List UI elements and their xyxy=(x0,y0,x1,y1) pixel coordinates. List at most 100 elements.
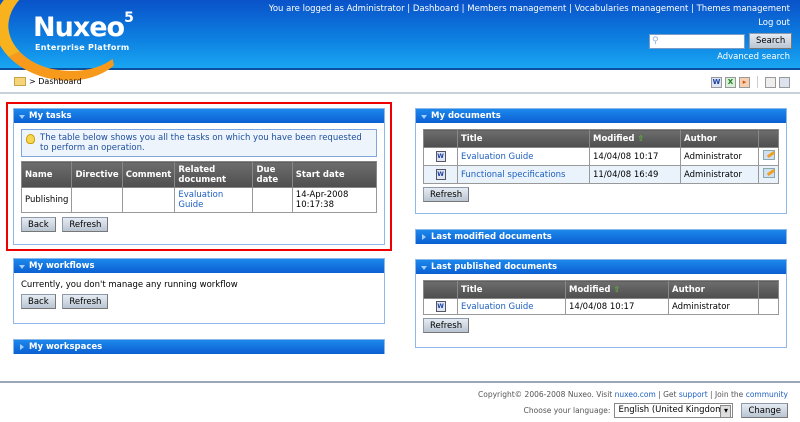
task-directive xyxy=(71,187,123,213)
table-row: W Evaluation Guide 14/04/08 10:17 Admini… xyxy=(423,147,779,166)
task-document-link[interactable]: Evaluation Guide xyxy=(178,190,224,210)
breadcrumb-separator: > xyxy=(29,77,36,86)
my-documents-table: Title Modified ⇧ Author W Evaluation Gui… xyxy=(423,129,779,184)
toolbar-divider xyxy=(757,76,758,88)
toolbar: W X ▸ xyxy=(711,76,790,88)
table-row: Publishing Evaluation Guide 14-Apr-2008 … xyxy=(20,187,378,213)
col-actions xyxy=(758,129,779,148)
nav-dashboard[interactable]: Dashboard xyxy=(412,4,459,14)
logged-as-text: You are logged as Administrator xyxy=(268,4,405,14)
col-comment[interactable]: Comment xyxy=(121,161,176,188)
col-related-document[interactable]: Related document xyxy=(174,161,254,188)
breadcrumb-bar: > Dashboard W X ▸ xyxy=(0,70,800,94)
col-start-date[interactable]: Start date xyxy=(291,161,378,188)
word-document-icon: W xyxy=(435,301,446,312)
document-modified: 11/04/08 16:49 xyxy=(589,165,681,184)
col-modified[interactable]: Modified ⇧ xyxy=(565,280,669,299)
col-title[interactable]: Title xyxy=(457,280,566,299)
info-message: The table below shows you all the tasks … xyxy=(21,129,377,157)
my-workspaces-header[interactable]: My workspaces xyxy=(14,340,384,354)
support-link[interactable]: support xyxy=(678,390,708,399)
col-modified-label: Modified xyxy=(593,133,635,144)
edit-icon[interactable] xyxy=(762,150,775,160)
sort-up-icon[interactable]: ⇧ xyxy=(613,284,621,294)
refresh-button[interactable]: Refresh xyxy=(423,187,470,202)
my-workflows-header[interactable]: My workflows xyxy=(14,259,384,273)
task-comment xyxy=(121,187,176,213)
nuxeo-logo[interactable]: Nuxeo5 Enterprise Platform xyxy=(0,0,150,91)
refresh-button[interactable]: Refresh xyxy=(423,318,470,333)
back-button[interactable]: Back xyxy=(21,217,56,232)
nav-themes-management[interactable]: Themes management xyxy=(696,4,790,14)
my-documents-header[interactable]: My documents xyxy=(416,109,786,123)
join-text: Join the xyxy=(714,390,744,399)
sort-up-icon[interactable]: ⇧ xyxy=(637,133,645,143)
document-link[interactable]: Evaluation Guide xyxy=(461,301,534,312)
word-document-icon: W xyxy=(435,151,446,162)
nuxeo-link[interactable]: nuxeo.com xyxy=(614,390,656,399)
folder-icon[interactable] xyxy=(14,77,26,86)
language-chooser: Choose your language: English (United Ki… xyxy=(524,403,788,418)
advanced-search-link[interactable]: Advanced search xyxy=(717,52,790,62)
nav-members-management[interactable]: Members management xyxy=(467,4,567,14)
logo-version: 5 xyxy=(124,10,134,26)
col-author[interactable]: Author xyxy=(680,129,759,148)
search-icon: ⚲ xyxy=(652,36,659,46)
logout-link[interactable]: Log out xyxy=(758,18,790,28)
last-published-panel: Last published documents Title Modified … xyxy=(415,259,787,348)
info-text: The table below shows you all the tasks … xyxy=(40,133,362,153)
edit-icon[interactable] xyxy=(762,168,775,178)
language-select[interactable]: English (United Kingdom) xyxy=(614,403,734,418)
change-language-button[interactable]: Change xyxy=(741,403,788,418)
my-tasks-panel: My tasks The table below shows you all t… xyxy=(13,108,385,245)
table-row: W Functional specifications 11/04/08 16:… xyxy=(423,165,779,184)
col-directive[interactable]: Directive xyxy=(71,161,123,188)
copyright-text: Copyright© 2006-2008 Nuxeo. Visit xyxy=(478,390,613,399)
breadcrumb-current: Dashboard xyxy=(38,77,82,86)
copy-icon[interactable] xyxy=(765,76,776,88)
print-icon[interactable] xyxy=(779,76,790,88)
document-link[interactable]: Evaluation Guide xyxy=(461,151,534,162)
task-start-date: 14-Apr-2008 10:17:38 xyxy=(291,187,378,213)
table-row: W Evaluation Guide 14/04/08 10:17 Admini… xyxy=(423,298,779,315)
community-link[interactable]: community xyxy=(745,390,788,399)
back-button[interactable]: Back xyxy=(21,294,56,309)
col-modified-label: Modified xyxy=(569,284,611,295)
copyright: Copyright© 2006-2008 Nuxeo. Visit nuxeo.… xyxy=(478,390,788,399)
excel-export-icon[interactable]: X xyxy=(725,76,736,88)
last-published-header[interactable]: Last published documents xyxy=(416,260,786,274)
refresh-button[interactable]: Refresh xyxy=(62,294,109,309)
col-icon xyxy=(423,280,458,299)
get-text: Get xyxy=(663,390,677,399)
col-icon xyxy=(423,129,458,148)
logo-tagline: Enterprise Platform xyxy=(35,43,130,52)
my-tasks-header[interactable]: My tasks xyxy=(14,109,384,123)
refresh-button[interactable]: Refresh xyxy=(62,217,109,232)
document-author: Administrator xyxy=(668,298,759,315)
slideshow-icon[interactable]: ▸ xyxy=(739,76,750,88)
breadcrumb: > Dashboard xyxy=(14,77,82,86)
nav-vocabularies-management[interactable]: Vocabularies management xyxy=(574,4,689,14)
document-modified: 14/04/08 10:17 xyxy=(565,298,669,315)
col-modified[interactable]: Modified ⇧ xyxy=(589,129,681,148)
workflows-message: Currently, you don't manage any running … xyxy=(21,280,238,290)
my-workflows-panel: My workflows Currently, you don't manage… xyxy=(13,258,385,324)
last-modified-header[interactable]: Last modified documents xyxy=(416,230,786,244)
document-link[interactable]: Functional specifications xyxy=(461,169,566,180)
language-label: Choose your language: xyxy=(523,406,611,415)
top-nav: You are logged as Administrator | Dashbo… xyxy=(268,4,790,14)
col-author[interactable]: Author xyxy=(668,280,759,299)
my-workspaces-panel: My workspaces xyxy=(13,339,385,354)
tasks-table: Name Directive Comment Related document … xyxy=(20,161,378,213)
col-name[interactable]: Name xyxy=(20,161,73,188)
document-author: Administrator xyxy=(680,147,759,166)
highlight-box xyxy=(6,102,392,251)
search-input[interactable]: ⚲ xyxy=(649,34,745,49)
col-title[interactable]: Title xyxy=(457,129,590,148)
task-name: Publishing xyxy=(20,187,73,213)
word-document-icon: W xyxy=(435,169,446,180)
word-export-icon[interactable]: W xyxy=(711,76,722,88)
footer: Copyright© 2006-2008 Nuxeo. Visit nuxeo.… xyxy=(0,381,800,418)
col-due-date[interactable]: Due date xyxy=(252,161,293,188)
search-button[interactable]: Search xyxy=(749,33,793,49)
